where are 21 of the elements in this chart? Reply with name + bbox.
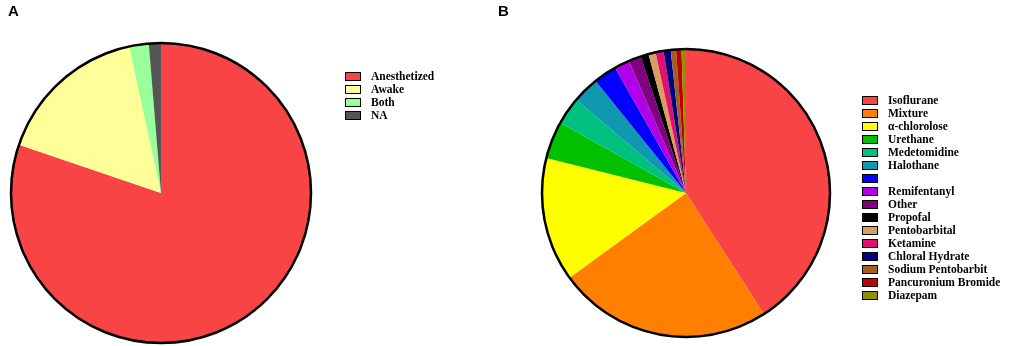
- legend-label: Medetomidine: [888, 146, 959, 158]
- legend-label: Propofal: [888, 211, 931, 223]
- legend-label: Both: [371, 96, 395, 108]
- legend-label: Pentobarbital: [888, 224, 956, 236]
- legend-label: Remifentanyl: [888, 185, 955, 197]
- chart-title: A: [8, 2, 19, 19]
- legend-label: Awake: [371, 83, 405, 95]
- legend-label: Isoflurane: [888, 94, 939, 106]
- legend-label: Diazepam: [888, 289, 938, 301]
- legend-label: Chloral Hydrate: [888, 250, 970, 262]
- legend-label: Other: [888, 198, 918, 210]
- legend-label: Ketamine: [888, 237, 936, 249]
- legend-label: Sodium Pentobarbit: [888, 263, 988, 275]
- chart-title: B: [498, 2, 509, 19]
- legend-label: NA: [371, 109, 388, 121]
- legend-label: Halothane: [888, 159, 940, 171]
- legend-label: Mixture: [888, 107, 929, 119]
- legend-label: Anesthetized: [371, 70, 435, 82]
- legend-label: Pancuronium Bromide: [888, 276, 1001, 288]
- legend-label: Urethane: [888, 133, 934, 145]
- legend-label: α-chlorolose: [888, 120, 948, 132]
